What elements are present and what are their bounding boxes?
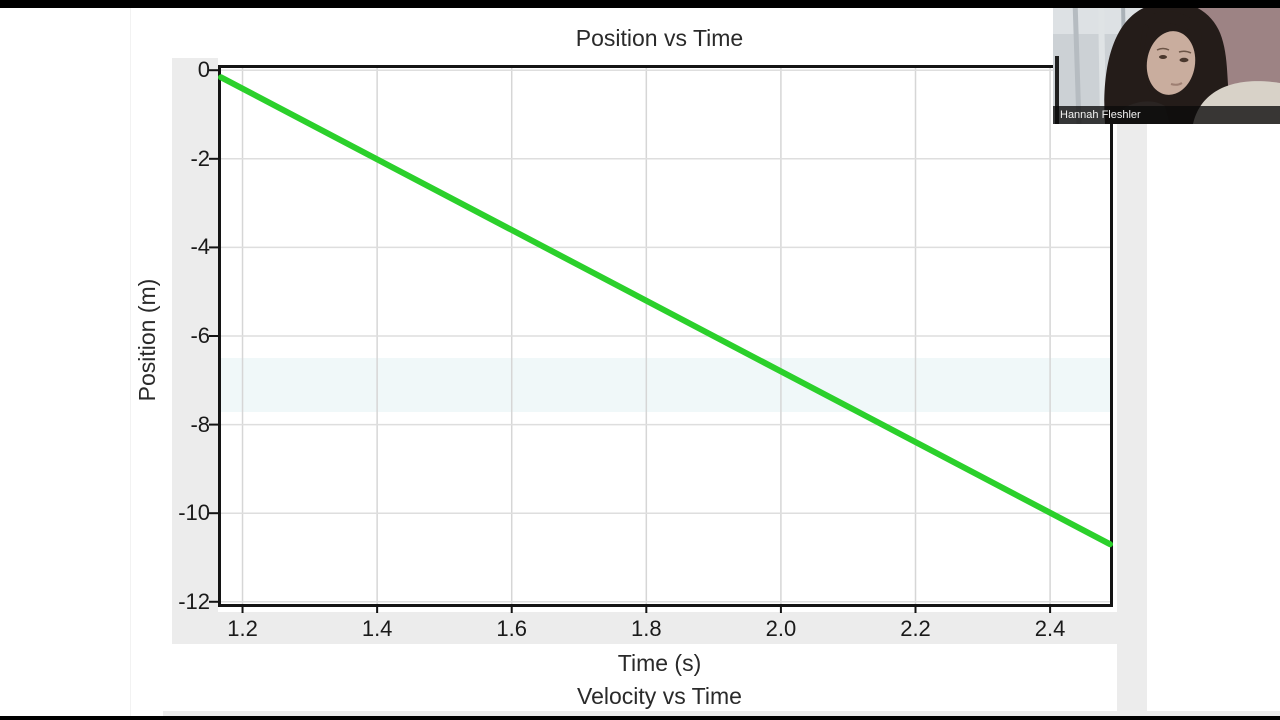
next-chart-title: Velocity vs Time: [577, 683, 742, 709]
ytick-label: -2: [190, 145, 210, 171]
participant-name-label: Hannah Fleshler: [1053, 106, 1280, 124]
xtick-label: 2.4: [1034, 616, 1066, 641]
chart-title: Position vs Time: [575, 25, 744, 51]
footer-strip: [163, 711, 1280, 716]
chart-xtick-band: [172, 612, 1117, 644]
ytick-label: -6: [190, 323, 210, 348]
x-axis-label: Time (s): [617, 650, 702, 676]
xtick-label: 1.2: [227, 616, 258, 641]
chart-right-margin: [1117, 58, 1147, 716]
xtick-label: 1.6: [496, 616, 528, 641]
xtick-label: 2.0: [765, 616, 797, 641]
ytick-label: -4: [190, 234, 210, 260]
webcam-tile[interactable]: Hannah Fleshler: [1053, 0, 1280, 124]
xtick-label: 1.4: [361, 616, 393, 641]
webcam-video: [1053, 0, 1280, 124]
plot-area[interactable]: [218, 65, 1113, 607]
top-letterbox-bar: [0, 0, 1280, 8]
content-left-edge: [130, 8, 131, 716]
ytick-label: 0: [197, 57, 210, 83]
xtick-label: 2.2: [900, 616, 931, 641]
ytick-label: -10: [178, 500, 210, 526]
xtick-label: 1.8: [631, 616, 662, 641]
ytick-label: -12: [178, 588, 210, 614]
ytick-label: -8: [190, 411, 210, 437]
bottom-letterbox-bar: [0, 716, 1280, 720]
